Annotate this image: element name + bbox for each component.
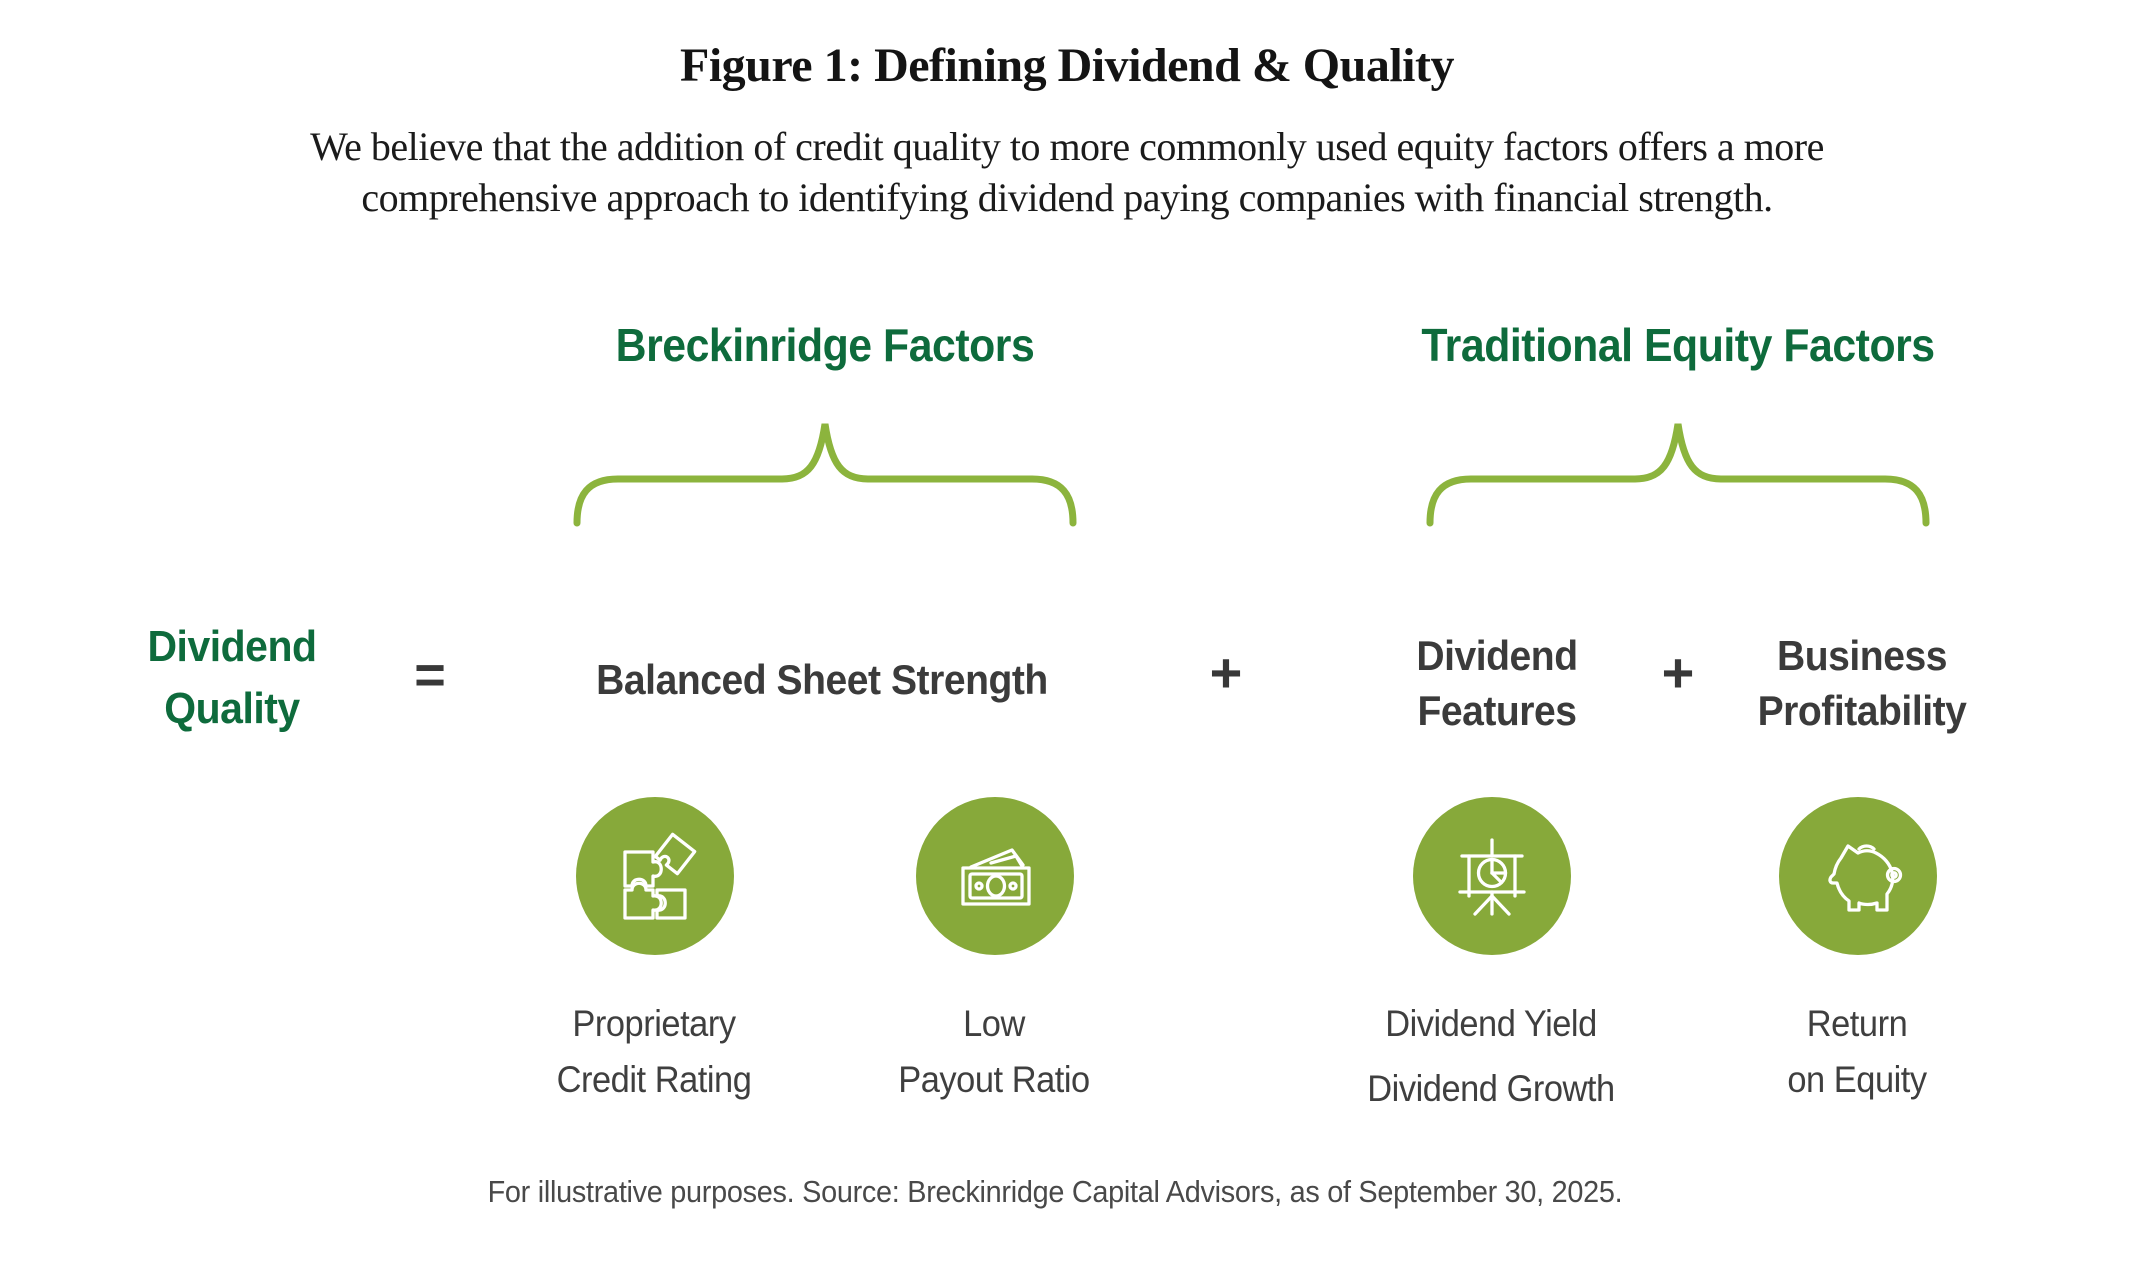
- plus-sign-1: +: [1209, 641, 1243, 704]
- right-curly-brace: [1426, 423, 1930, 527]
- equals-sign: =: [414, 645, 446, 705]
- factor-label-line: Payout Ratio: [898, 1058, 1090, 1100]
- balance-sheet-strength-term: Balanced Sheet Strength: [596, 656, 1048, 703]
- traditional-equity-factors-header: Traditional Equity Factors: [1421, 319, 1935, 371]
- dividend-yield-growth-label: Dividend Yield Dividend Growth: [1324, 996, 1659, 1116]
- term3-line-1: Business: [1777, 632, 1947, 679]
- dividend-features-term: Dividend Features: [1348, 628, 1646, 739]
- term2-line-2: Features: [1417, 687, 1577, 735]
- figure-title: Figure 1: Defining Dividend & Quality: [680, 39, 1455, 92]
- puzzle-pieces-icon: [623, 832, 697, 920]
- figure-subtitle: We believe that the addition of credit q…: [310, 124, 1824, 220]
- factor-label-line: Proprietary: [572, 1003, 736, 1044]
- left-curly-brace: [573, 423, 1077, 527]
- factor-label-line: Low: [963, 1003, 1025, 1044]
- factor-label-line: Return: [1806, 1003, 1908, 1044]
- business-profitability-term: Business Profitability: [1713, 628, 2011, 739]
- return-on-equity-label: Return on Equity: [1690, 996, 2025, 1107]
- cash-banknotes-icon: [961, 848, 1031, 906]
- term2-line-1: Dividend: [1416, 632, 1578, 679]
- breckinridge-factors-header: Breckinridge Factors: [615, 319, 1035, 371]
- dividend-quality-result: Dividend Quality: [74, 616, 390, 741]
- low-payout-ratio-label: Low Payout Ratio: [827, 996, 1162, 1107]
- proprietary-credit-rating-circle: [576, 797, 734, 955]
- factor-label-line: Credit Rating: [556, 1058, 752, 1100]
- figure-footnote: For illustrative purposes. Source: Breck…: [487, 1174, 1623, 1209]
- result-line-2: Quality: [164, 684, 300, 734]
- plus-sign-2: +: [1661, 641, 1695, 704]
- presentation-pie-chart-icon: [1458, 838, 1526, 916]
- factor-label-line: Dividend Growth: [1367, 1067, 1615, 1109]
- low-payout-ratio-circle: [916, 797, 1074, 955]
- factor-label-line: on Equity: [1787, 1058, 1927, 1100]
- return-on-equity-circle: [1779, 797, 1937, 955]
- proprietary-credit-rating-label: Proprietary Credit Rating: [487, 996, 822, 1107]
- dividend-yield-growth-circle: [1413, 797, 1571, 955]
- term3-line-2: Profitability: [1757, 687, 1967, 735]
- factor-label-line: Dividend Yield: [1385, 1003, 1597, 1044]
- result-line-1: Dividend: [147, 622, 317, 671]
- piggy-bank-icon: [1828, 844, 1903, 912]
